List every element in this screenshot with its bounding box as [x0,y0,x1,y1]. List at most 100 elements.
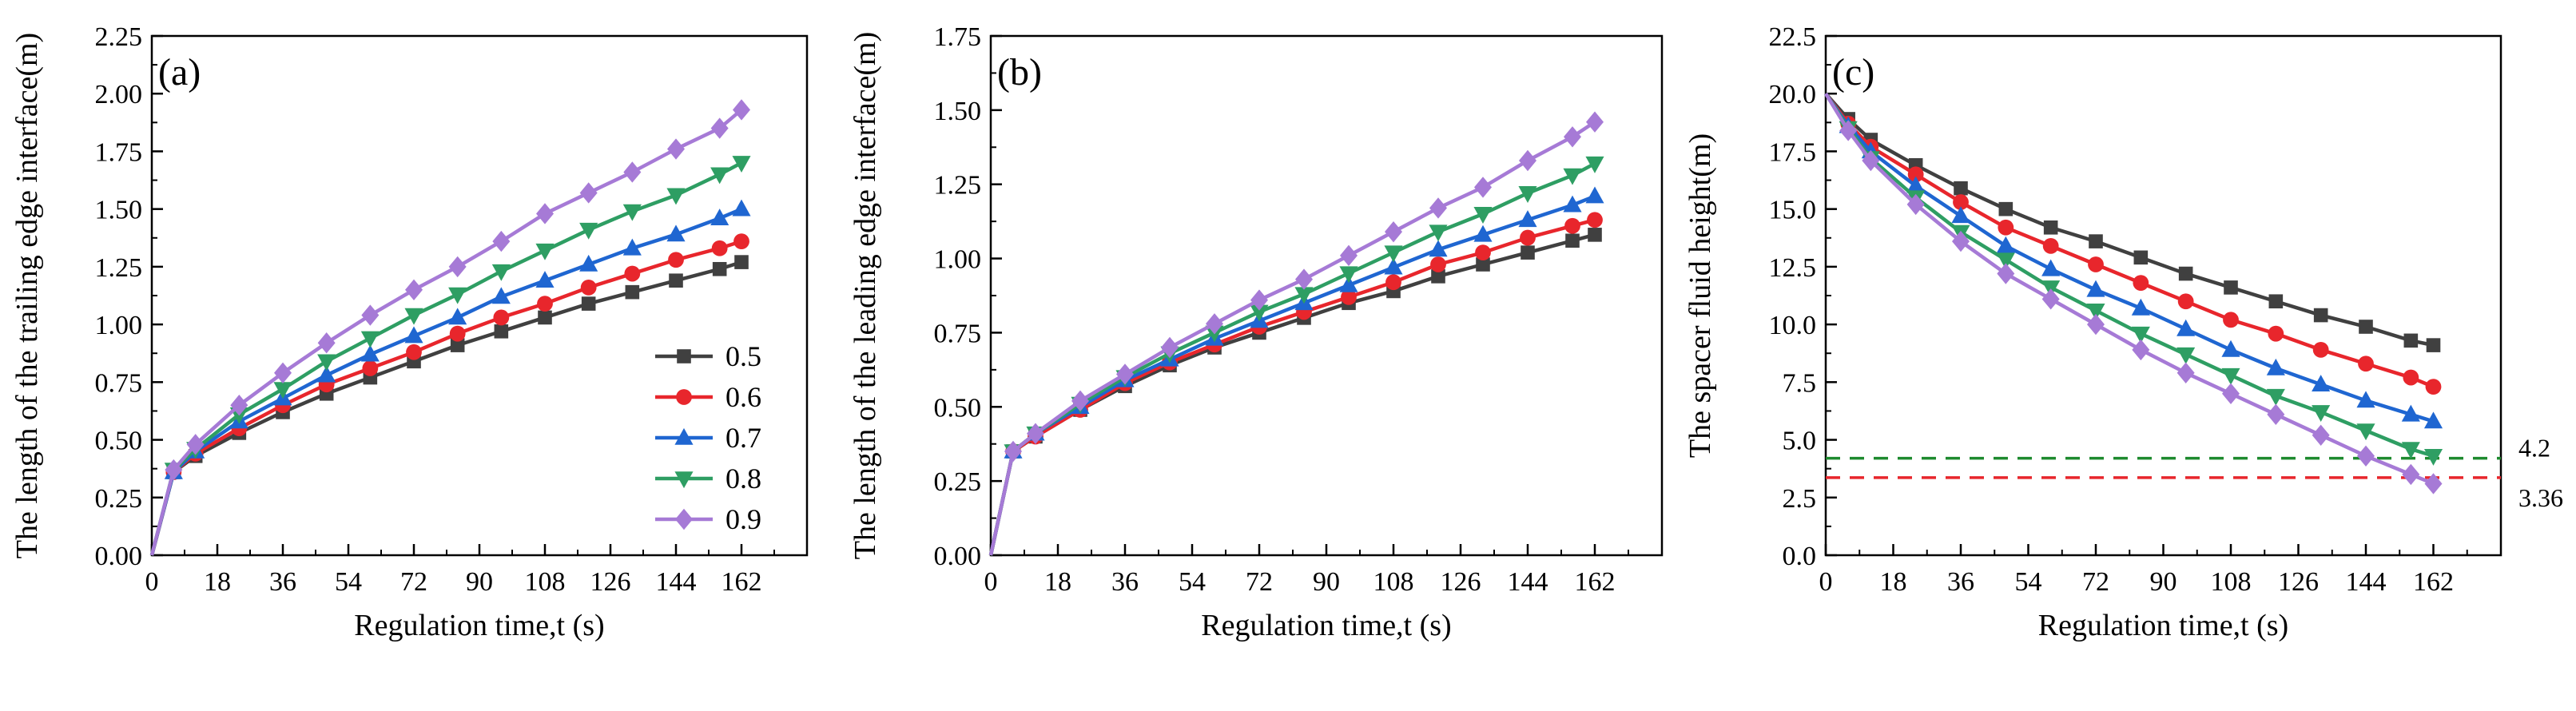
data-point [2043,220,2058,235]
data-point [1518,210,1537,228]
data-point [1996,252,2015,270]
data-point [624,265,641,282]
data-point [1116,363,1134,385]
data-point [1341,288,1357,305]
data-point [2131,298,2150,316]
data-point [1563,195,1582,213]
data-point [2401,404,2420,422]
data-point [1521,245,1535,260]
data-point [2266,358,2285,375]
data-point [2312,424,2330,446]
y-axis-label: The spacer fluid height(m) [1684,133,1717,458]
x-tick-label: 36 [1947,567,1974,597]
series-line [149,239,742,556]
data-point [1027,423,1044,444]
data-point [2222,383,2240,404]
series-0.8 [988,156,1604,556]
data-point [1585,156,1604,173]
data-point [273,382,292,399]
series-line [1824,92,2435,423]
data-point [361,304,380,326]
data-point [732,156,751,173]
data-point [491,287,511,304]
series-line [149,161,743,556]
reference-line-label: 3.36 [2518,483,2563,512]
series-0.6 [988,212,1603,556]
data-point [1384,257,1403,275]
data-point [2177,293,2194,310]
series-0.6 [149,233,749,556]
data-point [1473,224,1493,242]
data-point [732,199,751,216]
y-axis-label: The length of the leading edge interface… [849,32,882,559]
y-tick-label: 0.50 [95,427,143,456]
data-point [1430,256,1446,272]
x-tick-label: 90 [2150,567,2177,597]
data-point [2223,312,2239,328]
legend-label: 0.7 [725,422,761,454]
series-0.9 [149,99,750,556]
data-point [2042,237,2059,254]
data-point [2041,259,2061,276]
data-point [625,284,640,300]
data-point [535,271,555,288]
data-point [1385,220,1402,243]
x-tick-label: 72 [2082,567,2109,597]
x-tick-label: 36 [1111,567,1139,597]
x-tick-label: 126 [1441,567,1481,597]
data-point [2423,448,2443,466]
panel-label: (c) [1832,51,1874,93]
data-point [734,255,749,269]
y-axis-label: The length of the trailing edge interfac… [10,33,44,558]
legend-marker [677,349,691,363]
data-point [1586,111,1604,133]
data-point [579,182,598,204]
data-point [2313,308,2328,323]
data-point [2041,288,2060,310]
series-line [988,120,1596,556]
data-point [2425,379,2442,395]
data-point [1862,149,1880,172]
legend-label: 0.9 [725,503,761,535]
data-point [1587,212,1603,228]
data-point [579,254,598,272]
data-point [2133,250,2149,265]
panel-label: (a) [158,51,201,93]
data-point [317,354,336,371]
series-line [1824,92,2435,389]
data-point [2267,403,2285,425]
data-point [1996,236,2015,253]
data-point [2132,339,2150,361]
data-point [622,204,642,221]
series-0.9 [1824,93,2443,495]
data-point [537,296,553,312]
data-point [1906,176,1926,193]
data-point [317,332,336,354]
legend: 0.5 0.6 0.7 0.8 0.9 [655,340,761,535]
y-tick-label: 10.0 [1769,311,1817,340]
data-point [1250,304,1269,322]
data-point [491,264,511,281]
series-line [1824,93,2435,486]
data-point [667,138,685,160]
y-tick-label: 1.50 [934,97,982,126]
y-tick-label: 0.00 [95,542,143,571]
data-point [2358,356,2374,372]
data-point [733,233,749,250]
data-point [448,256,467,278]
x-tick-label: 108 [2211,567,2252,597]
data-point [406,344,422,360]
data-point [450,338,465,352]
y-tick-label: 1.00 [934,245,982,275]
series-0.5 [988,228,1602,556]
y-tick-label: 0.00 [934,542,982,571]
x-axis-label: Regulation time,t (s) [2038,609,2288,642]
data-point [1518,186,1537,203]
data-point [1206,313,1223,335]
series-line [149,260,742,556]
data-point [666,224,686,242]
data-point [360,344,380,362]
data-point [1998,219,2014,236]
data-point [668,252,684,268]
x-axis-label: Regulation time,t (s) [354,609,604,642]
